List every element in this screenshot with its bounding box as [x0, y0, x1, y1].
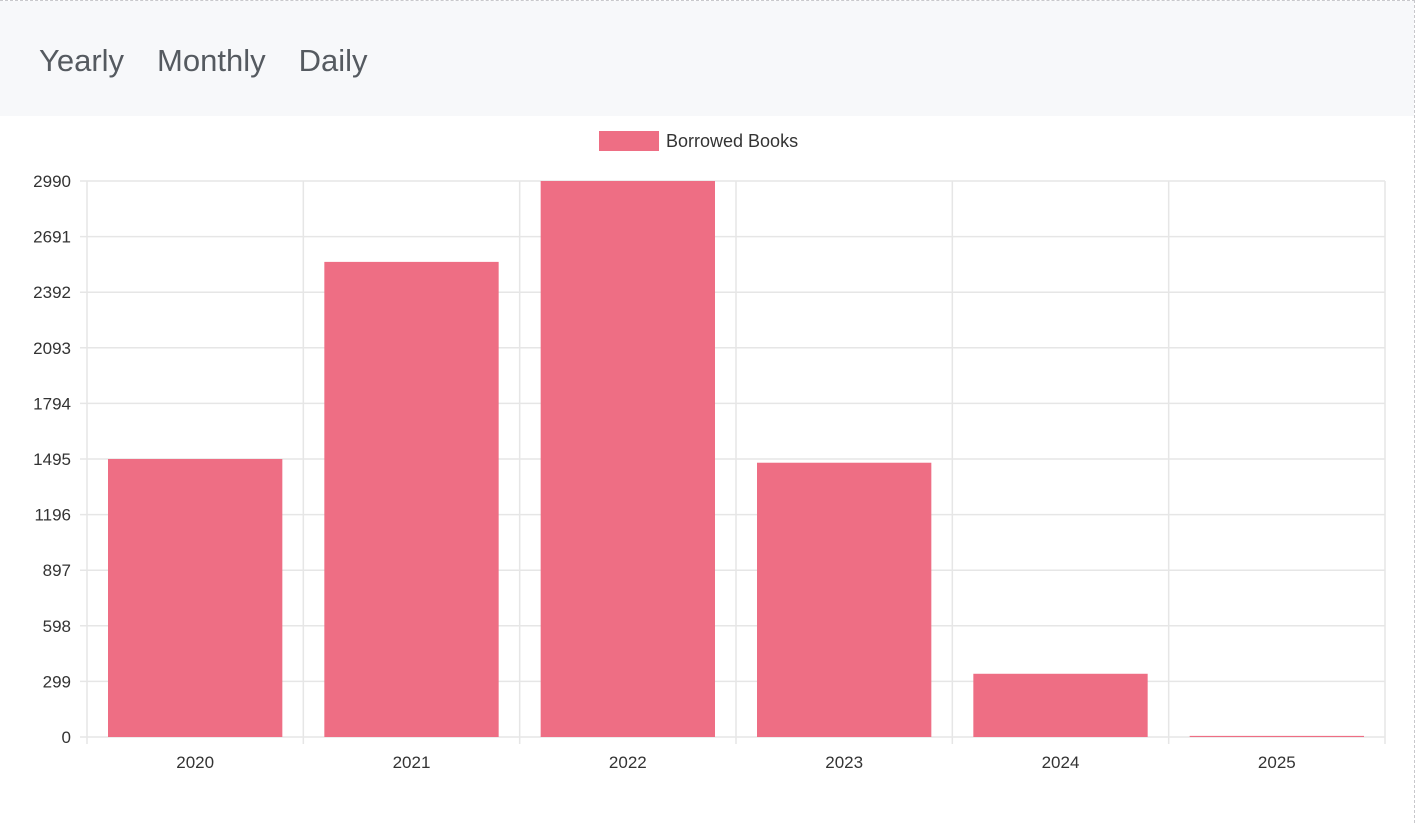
bar-2025[interactable]: [1189, 735, 1364, 737]
chart-container: Borrowed Books 0 299 598 897 1196 1495 1794 209…: [0, 116, 1414, 824]
bar-2020[interactable]: [108, 459, 283, 737]
borrowed-books-bar-chart: Borrowed Books 0 299 598 897 1196 1495 1794 209…: [33, 131, 1386, 772]
tab-monthly[interactable]: Monthly: [157, 42, 266, 78]
x-tick-label: 2025: [1258, 753, 1296, 772]
y-tick-label: 1495: [33, 450, 71, 469]
x-tick-label: 2021: [393, 753, 431, 772]
x-tick-label: 2020: [176, 753, 214, 772]
bar-2022[interactable]: [540, 181, 715, 737]
x-axis: 2020 2021 2022 2023 2024 2025: [176, 753, 1295, 772]
tab-daily[interactable]: Daily: [298, 42, 368, 78]
chart-legend[interactable]: Borrowed Books: [599, 131, 798, 151]
x-tick-label: 2023: [825, 753, 863, 772]
y-tick-label: 0: [62, 728, 71, 747]
bar-2021[interactable]: [324, 261, 499, 737]
y-tick-label: 598: [43, 617, 71, 636]
y-tick-label: 1794: [33, 394, 71, 413]
y-tick-label: 299: [43, 672, 71, 691]
bar-2023[interactable]: [757, 462, 932, 737]
y-axis: 0 299 598 897 1196 1495 1794 2093 2392 2691 2990: [33, 172, 71, 747]
legend-swatch: [599, 131, 659, 151]
y-tick-label: 1196: [34, 506, 71, 525]
bar-series-borrowed-books: [108, 181, 1364, 737]
x-tick-label: 2024: [1042, 753, 1080, 772]
x-tick-label: 2022: [609, 753, 647, 772]
y-tick-label: 2392: [33, 283, 71, 302]
legend-label-borrowed-books: Borrowed Books: [666, 131, 798, 151]
y-tick-label: 897: [43, 561, 71, 580]
tab-yearly[interactable]: Yearly: [39, 42, 125, 78]
y-tick-label: 2990: [33, 172, 71, 191]
period-tab-bar: Yearly Monthly Daily: [0, 1, 1414, 116]
bar-2024[interactable]: [973, 673, 1148, 737]
chart-grid: [80, 180, 1386, 744]
y-tick-label: 2691: [33, 228, 71, 247]
y-tick-label: 2093: [33, 339, 71, 358]
